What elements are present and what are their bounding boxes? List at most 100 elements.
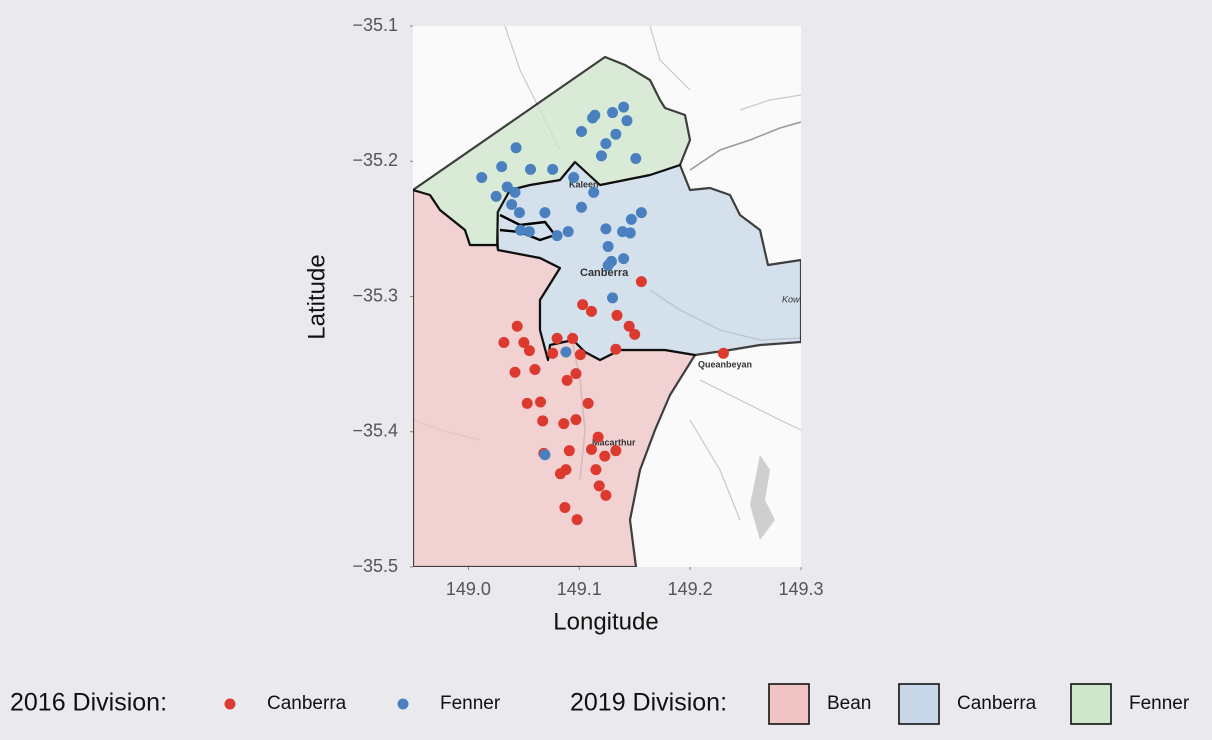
point (551, 230, 563, 242)
point (496, 161, 508, 173)
region-canberra (495, 160, 801, 362)
map-label: Kaleen (569, 179, 599, 189)
legend-label: Fenner (1129, 693, 1190, 714)
point (610, 128, 622, 140)
point (515, 224, 527, 236)
y-tick-label: −35.2 (352, 150, 398, 170)
point (623, 320, 635, 332)
point (510, 142, 522, 154)
point (562, 226, 574, 238)
map-label: Canberra (580, 267, 629, 279)
x-axis-title: Longitude (553, 608, 658, 635)
legend-label: Canberra (267, 693, 347, 714)
point (618, 253, 630, 265)
point (621, 115, 633, 127)
point (560, 464, 572, 476)
point (611, 309, 623, 321)
point (525, 163, 537, 175)
point (498, 336, 510, 348)
point (476, 171, 488, 183)
point (593, 480, 605, 492)
y-axis-title: Latitude (303, 254, 330, 339)
x-tick-label: 149.3 (778, 579, 823, 599)
point (618, 101, 630, 113)
point (635, 276, 647, 288)
point (567, 332, 579, 344)
point (717, 347, 729, 359)
point (571, 514, 583, 526)
legend-marker (397, 698, 409, 710)
x-tick-label: 149.0 (446, 579, 491, 599)
point (560, 346, 572, 358)
point (574, 349, 586, 361)
legend-swatch (1070, 683, 1112, 725)
point (630, 153, 642, 165)
point (582, 397, 594, 409)
point (577, 299, 589, 311)
legend-swatch (898, 683, 940, 725)
point (506, 199, 518, 211)
point (568, 171, 580, 183)
legend-label: Bean (827, 693, 871, 714)
point (509, 366, 521, 378)
x-tick-label: 149.2 (668, 579, 713, 599)
point (607, 292, 619, 304)
point (602, 259, 614, 271)
y-tick-label: −35.4 (352, 421, 398, 441)
point (529, 364, 541, 376)
point (592, 431, 604, 443)
legend-swatch (768, 683, 810, 725)
point (595, 150, 607, 162)
y-tick-label: −35.3 (352, 285, 398, 305)
point (539, 207, 551, 219)
point (537, 415, 549, 427)
point (625, 213, 637, 225)
point (511, 320, 523, 332)
point (561, 374, 573, 386)
point (590, 464, 602, 476)
point (501, 181, 513, 193)
map: Kaleen Canberra Queanbeyan Macarthur Kow… (413, 26, 805, 567)
legend-title: 2016 Division: (10, 689, 167, 717)
map-label: Macarthur (592, 437, 636, 447)
legend-label: Fenner (440, 693, 501, 714)
y-tick-label: −35.1 (352, 15, 398, 35)
point (558, 418, 570, 430)
point (509, 186, 521, 198)
point (563, 445, 575, 457)
point (539, 449, 551, 461)
point (635, 207, 647, 219)
point (518, 336, 530, 348)
y-tick-label: −35.5 (352, 556, 398, 576)
points (476, 101, 729, 526)
point (588, 186, 600, 198)
point (629, 328, 641, 340)
point (600, 223, 612, 235)
point (547, 347, 559, 359)
point (521, 397, 533, 409)
x-tick-label: 149.1 (557, 579, 602, 599)
point (523, 226, 535, 238)
point (624, 227, 636, 239)
point (587, 112, 599, 124)
legend-title: 2019 Division: (570, 689, 727, 717)
point (534, 396, 546, 408)
point (585, 443, 597, 455)
legend-marker (224, 698, 236, 710)
point (607, 107, 619, 119)
point (602, 240, 614, 252)
map-label: Kowe (782, 294, 805, 304)
point (513, 207, 525, 219)
point (600, 489, 612, 501)
point (576, 125, 588, 137)
point (610, 343, 622, 355)
point (551, 332, 563, 344)
point (599, 450, 611, 462)
point (490, 190, 502, 202)
point (547, 163, 559, 175)
point (570, 368, 582, 380)
point (523, 345, 535, 357)
point (570, 414, 582, 426)
point (610, 445, 622, 457)
